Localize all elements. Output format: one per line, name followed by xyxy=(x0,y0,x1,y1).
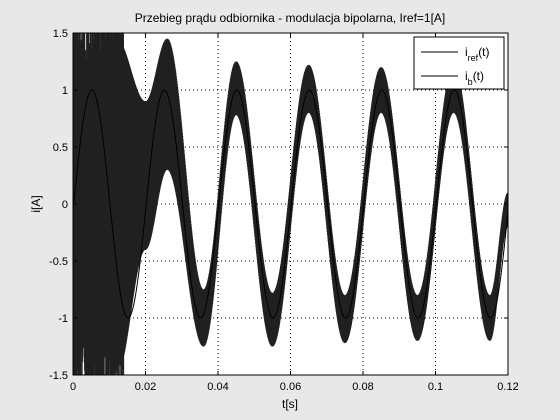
series-layer xyxy=(73,33,508,375)
y-tick-label: 1.5 xyxy=(53,28,68,40)
y-tick-label: 1 xyxy=(62,85,68,97)
x-axis-label: t[s] xyxy=(282,397,298,411)
series-iref-line xyxy=(73,89,508,319)
legend-box xyxy=(413,36,505,90)
legend-label: ib(t) xyxy=(465,69,484,87)
y-tick-label: 0.5 xyxy=(53,142,68,154)
y-tick-label: -1.5 xyxy=(49,370,68,382)
y-axis-label: i[A] xyxy=(29,195,43,212)
x-tick-label: 0.06 xyxy=(280,381,301,393)
y-tick-label: -1 xyxy=(58,313,68,325)
x-tick-label: 0 xyxy=(70,381,76,393)
x-axis: 0 0.02 0.04 0.06 0.08 0.1 0.12 xyxy=(70,33,519,393)
x-tick-label: 0.02 xyxy=(135,381,156,393)
x-tick-label: 0.08 xyxy=(352,381,373,393)
x-tick-label: 0.12 xyxy=(497,381,518,393)
x-tick-label: 0.04 xyxy=(207,381,228,393)
chart-title: Przebieg prądu odbiornika - modulacja bi… xyxy=(135,11,446,25)
y-axis: -1.5 -1 -0.5 0 0.5 1 1.5 xyxy=(49,28,508,382)
x-tick-label: 0.1 xyxy=(428,381,443,393)
legend-label: iref(t) xyxy=(465,45,490,63)
y-tick-label: 0 xyxy=(62,199,68,211)
legend: iref(t) ib(t) xyxy=(413,36,505,90)
y-tick-label: -0.5 xyxy=(49,256,68,268)
